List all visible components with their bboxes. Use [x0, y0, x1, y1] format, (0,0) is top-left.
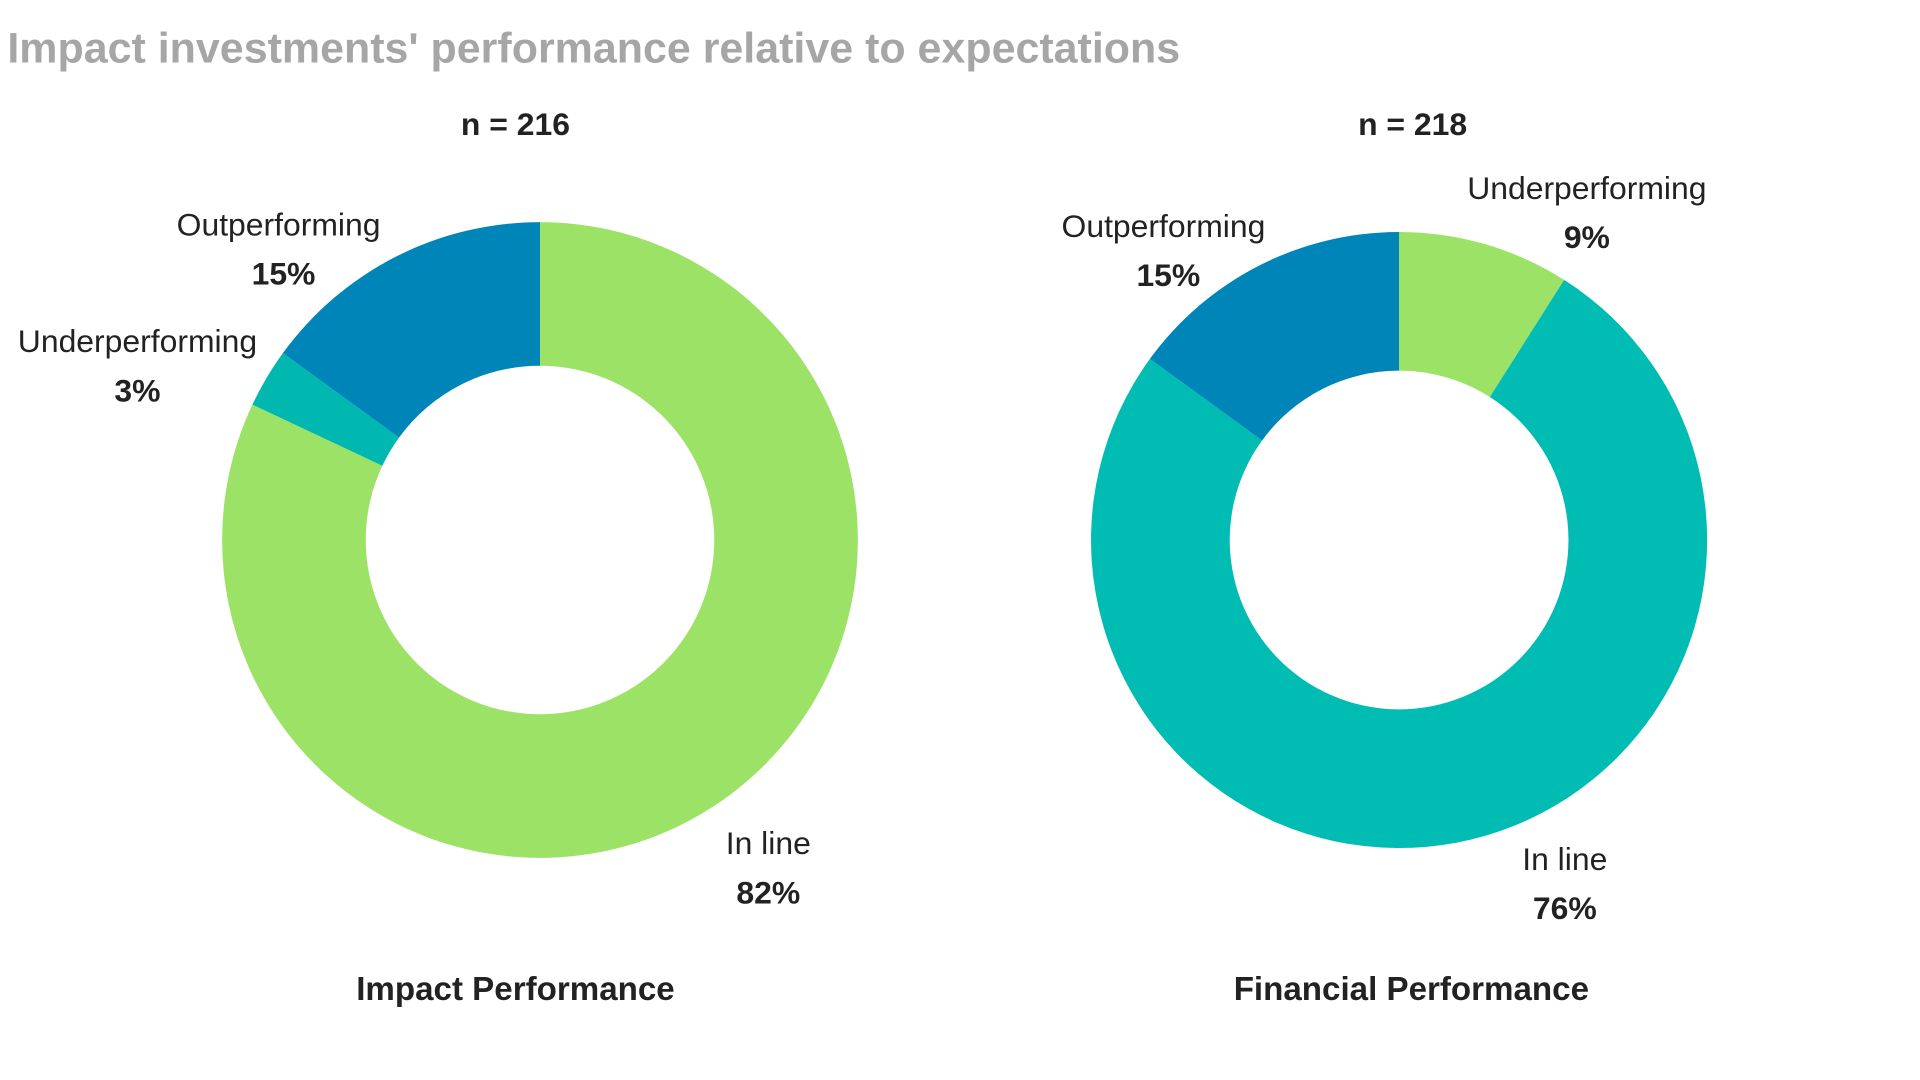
chart-1-title: Impact Performance	[356, 971, 675, 1008]
chart-2-sample-size: n = 218	[1358, 106, 1467, 142]
chart-2-value-in-line: 76%	[1533, 890, 1597, 926]
chart-2-value-underperforming: 9%	[1564, 219, 1610, 255]
chart-1-label-underperforming: Underperforming	[18, 323, 257, 359]
slice-underperforming	[1399, 231, 1565, 398]
chart-impact-performance: n = 216 Outperforming 15% Underperformin…	[18, 106, 858, 1008]
chart-1-sample-size: n = 216	[461, 106, 570, 142]
chart-1-value-underperforming: 3%	[114, 372, 160, 408]
slice-underperforming	[252, 353, 400, 466]
chart-financial-performance: n = 218 Underperforming 9% Outperforming…	[1062, 106, 1708, 1008]
chart-2-title: Financial Performance	[1234, 971, 1589, 1008]
chart-2-label-underperforming: Underperforming	[1467, 170, 1706, 206]
chart-2-slices	[1091, 231, 1708, 849]
chart-1-slices	[222, 222, 858, 858]
chart-2-label-in-line: In line	[1522, 841, 1607, 877]
chart-1-label-outperforming: Outperforming	[177, 207, 381, 243]
slice-in-line	[1091, 279, 1708, 849]
chart-1-value-in-line: 82%	[736, 874, 800, 910]
chart-1-value-outperforming: 15%	[252, 256, 316, 292]
chart-2-value-outperforming: 15%	[1136, 257, 1200, 293]
page-title: Impact investments' performance relative…	[7, 24, 1181, 73]
chart-1-label-in-line: In line	[726, 825, 811, 861]
slice-outperforming	[282, 222, 540, 438]
slice-outperforming	[1149, 231, 1400, 441]
chart-2-label-outperforming: Outperforming	[1062, 208, 1266, 244]
slice-in-line	[222, 222, 858, 858]
